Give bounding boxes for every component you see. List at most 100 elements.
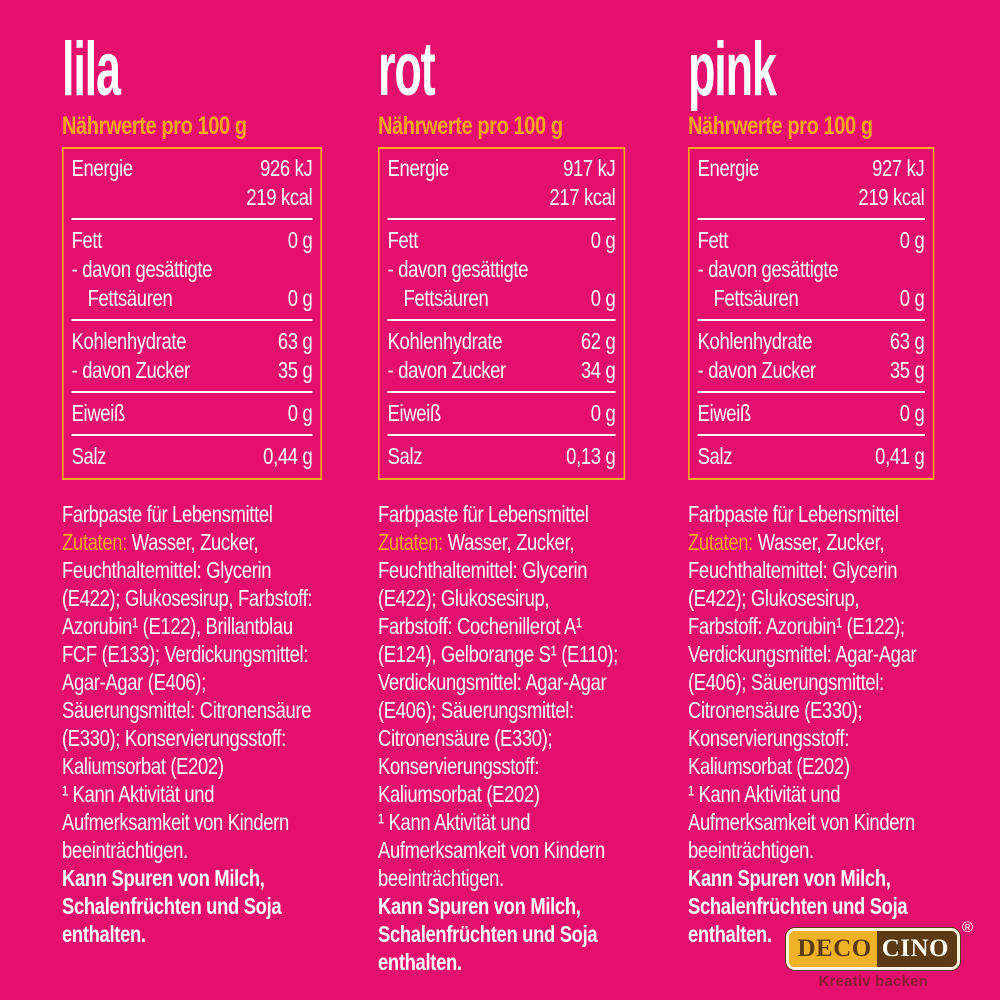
nutrition-row-fat: Fett 0 g xyxy=(698,226,925,255)
nutrition-label: Eiweiß xyxy=(387,399,442,426)
nutrition-label: Kohlenhydrate xyxy=(697,327,813,354)
column-content: lila Nährwerte pro 100 g Energie 926 kJ … xyxy=(62,27,322,948)
ingredients-line: Zutaten: Wasser, Zucker, Feuchthaltemitt… xyxy=(62,528,322,780)
nutrition-row-fat: Fett 0 g xyxy=(388,226,616,255)
table-separator xyxy=(697,390,925,393)
logo-deco-segment: DECO xyxy=(789,931,877,967)
nutrition-label: - davon Zucker xyxy=(697,356,817,383)
table-separator xyxy=(387,217,616,220)
table-separator xyxy=(697,433,925,436)
nutrition-label: Kohlenhydrate xyxy=(387,327,503,354)
nutrition-row-protein: Eiweiß 0 g xyxy=(72,399,313,428)
nutrition-row-satfat: Fettsäuren 0 g xyxy=(698,284,925,313)
nutrition-label: - davon gesättigte xyxy=(387,255,529,282)
color-name-title: pink xyxy=(688,27,777,112)
nutrition-table: Energie 926 kJ 219 kcal Fett 0 g - davon… xyxy=(62,146,322,480)
allergy-warning: Kann Spuren von Milch, Schalenfrüchten u… xyxy=(378,892,598,975)
nutrition-value: 219 kcal xyxy=(858,183,925,210)
nutrition-label: Salz xyxy=(697,442,733,469)
nutrition-value: 0 g xyxy=(590,399,616,426)
nutrition-value: 0 g xyxy=(590,226,616,253)
nutrition-value: 35 g xyxy=(889,356,925,383)
product-column: lila Nährwerte pro 100 g Energie 926 kJ … xyxy=(62,27,322,948)
color-name-title: rot xyxy=(378,27,436,112)
nutrition-label: Salz xyxy=(387,442,423,469)
nutrition-value: 34 g xyxy=(580,356,616,383)
nutrition-value: 0,13 g xyxy=(566,442,616,469)
nutrition-label: Kohlenhydrate xyxy=(71,327,187,354)
ingredients-block: Farbpaste für Lebensmittel Zutaten: Wass… xyxy=(378,500,625,976)
nutrition-row-satfat: Fettsäuren 0 g xyxy=(72,284,313,313)
nutrition-table: Energie 927 kJ 219 kcal Fett 0 g - davon… xyxy=(688,146,934,480)
nutrition-row-energy: Energie 917 kJ xyxy=(388,154,616,183)
nutrition-row-satfat-label: - davon gesättigte xyxy=(388,255,616,284)
nutrition-label: Fettsäuren xyxy=(403,284,489,311)
nutrition-label: Fettsäuren xyxy=(87,284,173,311)
nutrition-row-energy: Energie 926 kJ xyxy=(72,154,313,183)
nutrition-value: 0 g xyxy=(899,284,925,311)
nutrition-value: 0 g xyxy=(899,399,925,426)
nutrition-row-protein: Eiweiß 0 g xyxy=(388,399,616,428)
nutrition-row-fat: Fett 0 g xyxy=(72,226,313,255)
table-separator xyxy=(71,318,313,321)
nutrition-value: 927 kJ xyxy=(872,154,925,181)
nutrition-row-sugar: - davon Zucker 34 g xyxy=(388,356,616,385)
nutrition-row-carbs: Kohlenhydrate 63 g xyxy=(698,327,925,356)
nutrition-label: - davon gesättigte xyxy=(71,255,213,282)
nutrition-value: 0 g xyxy=(287,284,313,311)
nutrition-value: 219 kcal xyxy=(246,183,313,210)
nutrition-label: Energie xyxy=(697,154,760,181)
nutrition-label: Fett xyxy=(387,226,419,253)
nutrition-row-carbs: Kohlenhydrate 63 g xyxy=(72,327,313,356)
ingredients-label: Zutaten: xyxy=(378,528,443,555)
nutrition-label: - davon Zucker xyxy=(71,356,191,383)
table-separator xyxy=(71,390,313,393)
nutrition-label: Energie xyxy=(71,154,134,181)
nutrition-value: 0,44 g xyxy=(263,442,313,469)
nutrition-row-carbs: Kohlenhydrate 62 g xyxy=(388,327,616,356)
nutrition-label: Eiweiß xyxy=(697,399,752,426)
nutrition-value: 0 g xyxy=(287,399,313,426)
brand-logo: DECO CINO ® Kreativ backen xyxy=(786,919,973,990)
color-name-title: lila xyxy=(62,27,121,112)
nutrition-row-satfat: Fettsäuren 0 g xyxy=(388,284,616,313)
nutrition-row-energy-kcal: 217 kcal xyxy=(388,183,616,212)
product-column: rot Nährwerte pro 100 g Energie 917 kJ 2… xyxy=(378,27,625,976)
ingredients-label: Zutaten: xyxy=(62,528,127,555)
nutrition-label: Fett xyxy=(71,226,103,253)
nutrition-value: 217 kcal xyxy=(549,183,616,210)
table-separator xyxy=(71,433,313,436)
logo-tagline: Kreativ backen xyxy=(818,973,928,990)
nutrition-value: 917 kJ xyxy=(563,154,616,181)
nutrition-row-sugar: - davon Zucker 35 g xyxy=(698,356,925,385)
ingredients-line: Zutaten: Wasser, Zucker, Feuchthaltemitt… xyxy=(688,528,934,780)
allergy-warning: Kann Spuren von Milch, Schalenfrüchten u… xyxy=(62,864,282,947)
table-separator xyxy=(71,217,313,220)
footnote-text: ¹ Kann Aktivität und Aufmerksamkeit von … xyxy=(378,808,605,891)
footnote-text: ¹ Kann Aktivität und Aufmerksamkeit von … xyxy=(688,780,915,863)
table-separator xyxy=(387,433,616,436)
nutrition-value: 0,41 g xyxy=(875,442,925,469)
registered-trademark: ® xyxy=(961,919,973,936)
nutrition-row-energy-kcal: 219 kcal xyxy=(72,183,313,212)
product-type-line: Farbpaste für Lebensmittel xyxy=(378,500,589,527)
nutrition-value: 63 g xyxy=(277,327,313,354)
table-separator xyxy=(697,217,925,220)
nutrition-row-satfat-label: - davon gesättigte xyxy=(698,255,925,284)
product-column: pink Nährwerte pro 100 g Energie 927 kJ … xyxy=(688,27,934,948)
ingredients-text: Wasser, Zucker, Feuchthaltemittel: Glyce… xyxy=(378,528,618,807)
nutrition-label: Energie xyxy=(387,154,450,181)
nutrition-label: Fettsäuren xyxy=(713,284,799,311)
nutrition-value: 0 g xyxy=(899,226,925,253)
ingredients-line: Zutaten: Wasser, Zucker, Feuchthaltemitt… xyxy=(378,528,625,808)
table-separator xyxy=(387,390,616,393)
nutrition-label: - davon Zucker xyxy=(387,356,507,383)
nutrition-row-energy-kcal: 219 kcal xyxy=(698,183,925,212)
ingredients-text: Wasser, Zucker, Feuchthaltemittel: Glyce… xyxy=(62,528,313,779)
nutrition-row-energy: Energie 927 kJ xyxy=(698,154,925,183)
nutrition-table: Energie 917 kJ 217 kcal Fett 0 g - davon… xyxy=(378,146,625,480)
nutrition-label: Eiweiß xyxy=(71,399,126,426)
nutrition-row-sugar: - davon Zucker 35 g xyxy=(72,356,313,385)
nutrition-value: 62 g xyxy=(580,327,616,354)
ingredients-label: Zutaten: xyxy=(688,528,753,555)
